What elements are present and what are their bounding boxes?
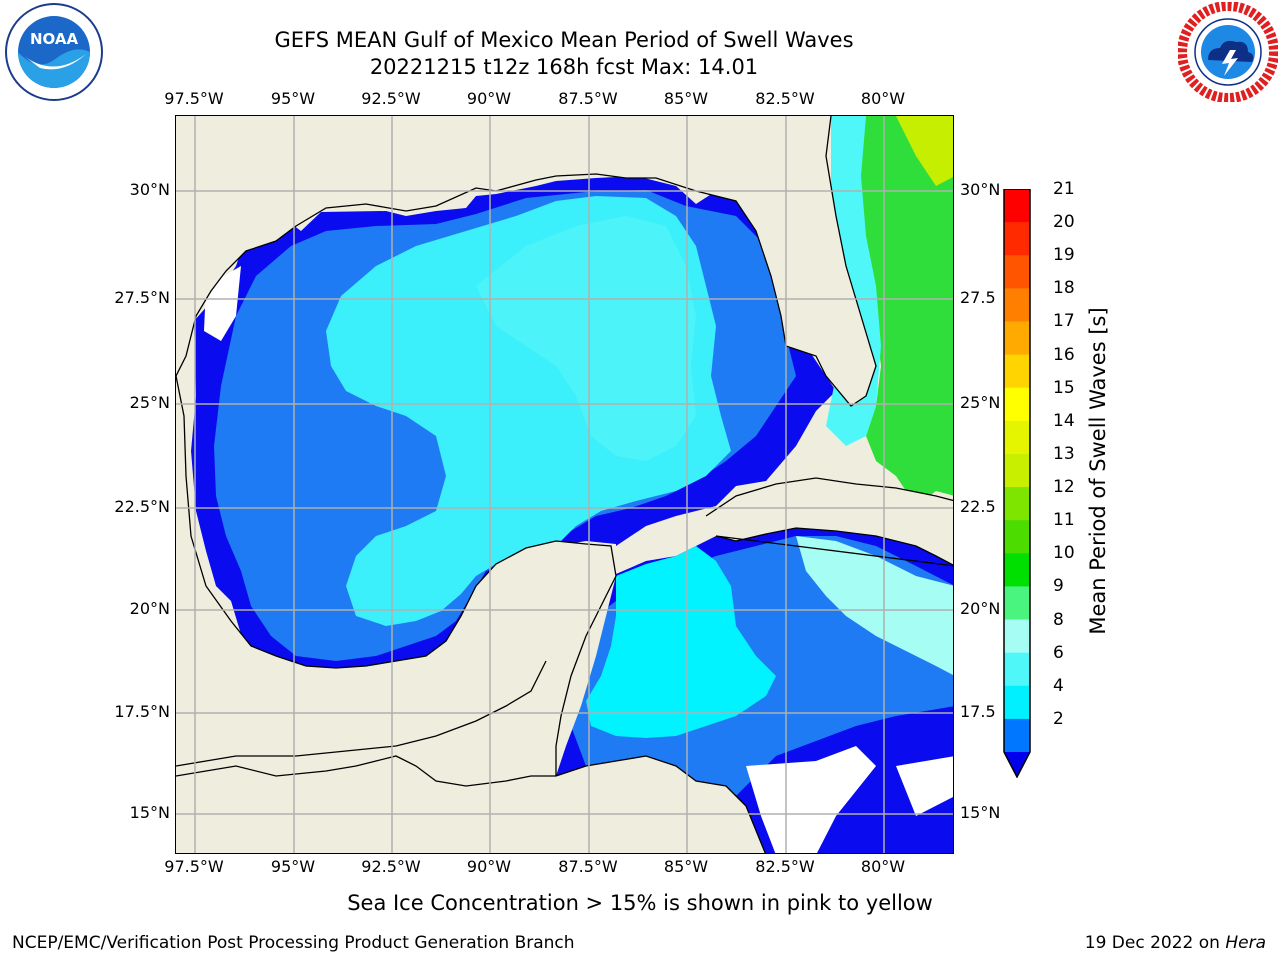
colorbar-band: [1004, 387, 1030, 422]
noaa-logo-text: NOAA: [30, 30, 79, 48]
colorbar-tick-label: 8: [1053, 609, 1064, 630]
lat-tick-right: 27.5: [960, 288, 996, 307]
lon-tick-top: 90°W: [466, 89, 512, 108]
colorbar-tick-label: 13: [1053, 443, 1075, 464]
map-subtitle: 20221215 t12z 168h fcst Max: 14.01: [369, 55, 759, 79]
lat-tick-left: 22.5°N: [114, 497, 170, 516]
colorbar-tick-label: 16: [1053, 344, 1075, 365]
lat-tick-right: 25°N: [960, 393, 1001, 412]
lat-tick-right: 22.5: [960, 497, 996, 516]
colorbar-tick-label: 14: [1053, 410, 1075, 431]
colorbar-tick-label: 15: [1053, 377, 1075, 398]
colorbar-tick-label: 18: [1053, 278, 1075, 299]
footer-date: 19 Dec 2022 on Hera: [1085, 933, 1266, 953]
colorbar-band: [1004, 718, 1030, 753]
no-data-caribbean: [746, 746, 876, 853]
atlantic-water-yellow-green: [896, 116, 953, 186]
lat-tick-left: 30°N: [129, 180, 170, 199]
colorbar-band: [1004, 553, 1030, 587]
colorbar-outline: [1003, 189, 1031, 778]
colorbar-tick-label: 21: [1053, 179, 1075, 199]
colorbar-tick-label: 6: [1053, 642, 1064, 663]
lat-tick-left: 17.5°N: [114, 702, 170, 721]
colorbar-band: [1004, 487, 1030, 521]
map-title: GEFS MEAN Gulf of Mexico Mean Period of …: [274, 28, 854, 52]
colorbar-tick-label: 19: [1053, 245, 1075, 266]
lat-tick-right: 15°N: [960, 803, 1001, 822]
lon-tick-top: 87.5°W: [558, 89, 618, 108]
lon-tick-bottom: 97.5°W: [164, 857, 224, 876]
map-canvas[interactable]: [176, 116, 954, 854]
sea-ice-note: Sea Ice Concentration > 15% is shown in …: [347, 891, 933, 915]
lon-tick-bottom: 92.5°W: [361, 857, 421, 876]
colorbar-tick-label: 2: [1053, 708, 1064, 729]
central-gulf-light-cyan: [476, 216, 696, 461]
nws-logo-icon: [1178, 2, 1278, 102]
land-mexico: [176, 376, 766, 853]
colorbar-tick-label: 9: [1053, 576, 1064, 597]
colorbar-band: [1004, 354, 1030, 389]
footer-credit: NCEP/EMC/Verification Post Processing Pr…: [12, 933, 575, 953]
land-usa: [176, 116, 876, 406]
lon-tick-top: 85°W: [663, 89, 709, 108]
graticule: [176, 116, 953, 853]
colorbar-band: [1004, 288, 1030, 322]
colorbar-band: [1004, 652, 1030, 687]
land-yucatan: [176, 541, 616, 786]
land-central-america: [556, 766, 765, 853]
colorbar-tick-label: 20: [1053, 212, 1075, 233]
lat-tick-left: 27.5°N: [114, 288, 170, 307]
colorbar-band: [1004, 189, 1030, 223]
lat-tick-right: 17.5: [960, 702, 996, 721]
footer-date-text: 19 Dec 2022 on: [1084, 933, 1226, 953]
colorbar-band: [1004, 453, 1030, 488]
no-data-caribbean-east: [896, 756, 953, 816]
atlantic-water-green: [836, 116, 953, 506]
lon-tick-top: 92.5°W: [361, 89, 421, 108]
colorbar-band: [1004, 586, 1030, 621]
land-cuba: [706, 478, 953, 565]
lon-tick-bottom: 82.5°W: [755, 857, 815, 876]
lat-tick-right: 30°N: [960, 180, 1001, 199]
lon-tick-top: 95°W: [270, 89, 316, 108]
colorbar-tick-label: 4: [1053, 675, 1064, 696]
lat-tick-right: 20°N: [960, 599, 1001, 618]
coastline-usa: [176, 116, 877, 407]
lon-tick-top: 80°W: [860, 89, 906, 108]
footer-machine: Hera: [1225, 933, 1266, 953]
lon-tick-bottom: 87.5°W: [558, 857, 618, 876]
colorbar-band: [1004, 520, 1030, 554]
colorbar-band: [1004, 321, 1030, 356]
colorbar-tick-label: 10: [1053, 543, 1075, 564]
coastline-mexico: [176, 375, 617, 776]
coastline-central-america: [555, 755, 766, 853]
colorbar-tick-label: 11: [1053, 510, 1075, 531]
lon-tick-bottom: 95°W: [270, 857, 316, 876]
noaa-logo-icon: NOAA: [5, 3, 103, 101]
lon-tick-top: 82.5°W: [755, 89, 815, 108]
lon-tick-bottom: 85°W: [663, 857, 709, 876]
lat-tick-left: 25°N: [129, 393, 170, 412]
colorbar-extend-triangle: [1004, 752, 1030, 778]
colorbar-band: [1004, 685, 1030, 720]
colorbar-band: [1004, 222, 1030, 256]
coastline-pacific: [176, 660, 556, 787]
colorbar-tick-label: 12: [1053, 477, 1075, 498]
colorbar-title: Mean Period of Swell Waves [s]: [1086, 307, 1110, 635]
lat-tick-left: 15°N: [129, 803, 170, 822]
lon-tick-bottom: 80°W: [860, 857, 906, 876]
lat-tick-left: 20°N: [129, 599, 170, 618]
gulf-water-cyan-south: [586, 546, 776, 738]
colorbar: [1003, 189, 1031, 778]
lon-tick-top: 97.5°W: [164, 89, 224, 108]
colorbar-tick-label: 17: [1053, 311, 1075, 332]
caribbean-water-light-cyan: [796, 536, 953, 675]
colorbar-band: [1004, 255, 1030, 289]
colorbar-band: [1004, 420, 1030, 455]
coastline-cuba: [705, 477, 953, 567]
colorbar-band: [1004, 619, 1030, 654]
map-panel[interactable]: [175, 115, 954, 854]
lon-tick-bottom: 90°W: [466, 857, 512, 876]
